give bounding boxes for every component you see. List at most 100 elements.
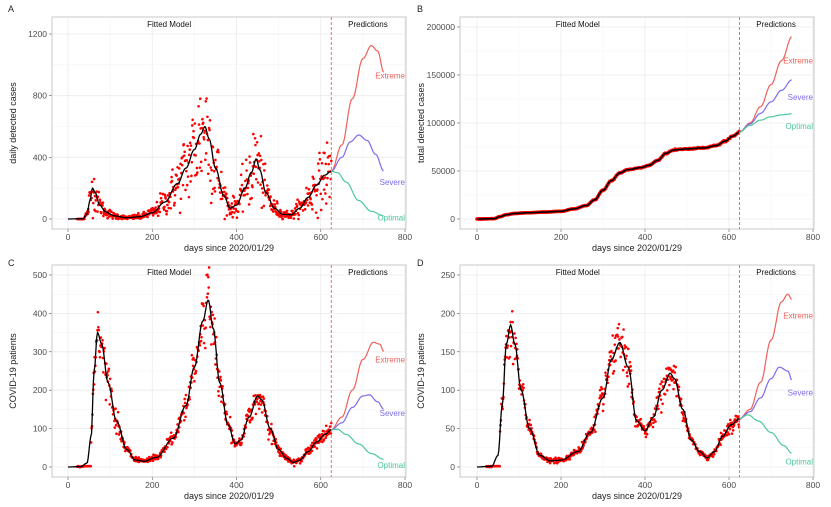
panel-C: C 0 100 200 300 400 500 0 200 400 600 800 days since… [8,258,412,501]
observed-point [220,400,223,403]
observed-point [726,431,730,434]
observed-point [271,210,275,213]
observed-point [306,204,310,207]
observed-point [256,397,259,400]
observed-point [233,200,237,203]
observed-point [165,209,169,213]
fitted-line [477,131,740,220]
observed-point [225,410,228,414]
observed-point [231,215,235,219]
observed-point [220,197,224,201]
observed-point [232,196,236,199]
observed-point [301,209,305,212]
observed-points [475,129,741,221]
observed-point [325,183,328,187]
observed-point [289,216,293,219]
predictions-annotation: Predictions [348,268,388,277]
observed-point [206,115,209,119]
observed-point [94,199,98,202]
observed-point [146,215,149,219]
observed-point [663,393,667,396]
observed-point [324,192,327,195]
observed-point [285,209,289,213]
observed-point [599,395,603,398]
predictions-annotation: Predictions [756,20,796,29]
observed-point [660,380,664,384]
y-tick-label: 400 [33,152,47,162]
observed-point [206,275,210,279]
x-tick-label: 400 [229,232,243,242]
observed-point [180,163,184,167]
observed-point [198,97,202,101]
observed-point [260,206,264,210]
observed-point [96,310,100,314]
observed-point [315,447,319,450]
prediction-line-severe [331,394,384,431]
observed-point [292,217,296,220]
observed-point [509,344,513,348]
observed-point [214,335,218,339]
x-axis-title: days since 2020/01/29 [184,243,274,253]
observed-point [511,362,515,366]
y-tick-label: 250 [441,270,455,280]
y-tick-label: 1200 [28,29,47,39]
observed-point [181,183,185,187]
observed-point [173,201,176,205]
observed-point [188,148,192,151]
observed-point [727,433,731,436]
observed-point [208,128,211,132]
observed-point [626,347,630,351]
observed-point [217,394,221,398]
observed-point [185,169,188,173]
observed-point [728,418,732,422]
observed-point [117,433,121,436]
observed-point [642,425,646,428]
observed-points [75,97,333,221]
observed-point [628,360,632,364]
scenario-label-severe: Severe [788,93,814,102]
prediction-line-extreme [331,341,385,431]
observed-point [198,166,202,169]
scenario-label-severe: Severe [788,389,814,398]
observed-point [269,195,272,198]
observed-point [657,387,661,390]
observed-point [673,371,677,374]
observed-point [311,207,314,211]
observed-point [167,200,171,204]
observed-point [321,197,324,201]
observed-point [243,193,247,197]
observed-point [166,194,170,197]
x-tick-label: 800 [806,232,820,242]
y-tick-label: 200 [33,385,47,395]
observed-point [671,378,675,381]
observed-point [657,407,660,411]
observed-point [190,160,194,164]
observed-point [515,342,518,346]
observed-point [259,134,263,138]
x-tick-label: 600 [314,232,328,242]
y-tick-label: 0 [42,462,47,472]
observed-point [189,144,193,147]
prediction-line-severe [739,366,793,420]
observed-point [158,192,162,195]
fitted-line [68,126,332,220]
observed-point [706,458,710,462]
observed-point [294,212,297,216]
observed-point [238,437,241,440]
observed-point [244,158,248,162]
observed-point [307,188,311,191]
observed-point [101,201,105,204]
observed-point [137,456,141,459]
x-tick-label: 600 [314,480,328,490]
observed-point [315,437,318,440]
observed-point [87,194,91,197]
observed-point [111,217,114,220]
observed-point [193,122,197,125]
observed-point [97,190,101,194]
observed-point [324,202,328,205]
observed-point [207,266,211,269]
observed-point [649,423,653,426]
observed-point [625,371,629,374]
observed-point [674,365,677,369]
y-axis-title: COVID-19 patients [416,333,426,409]
